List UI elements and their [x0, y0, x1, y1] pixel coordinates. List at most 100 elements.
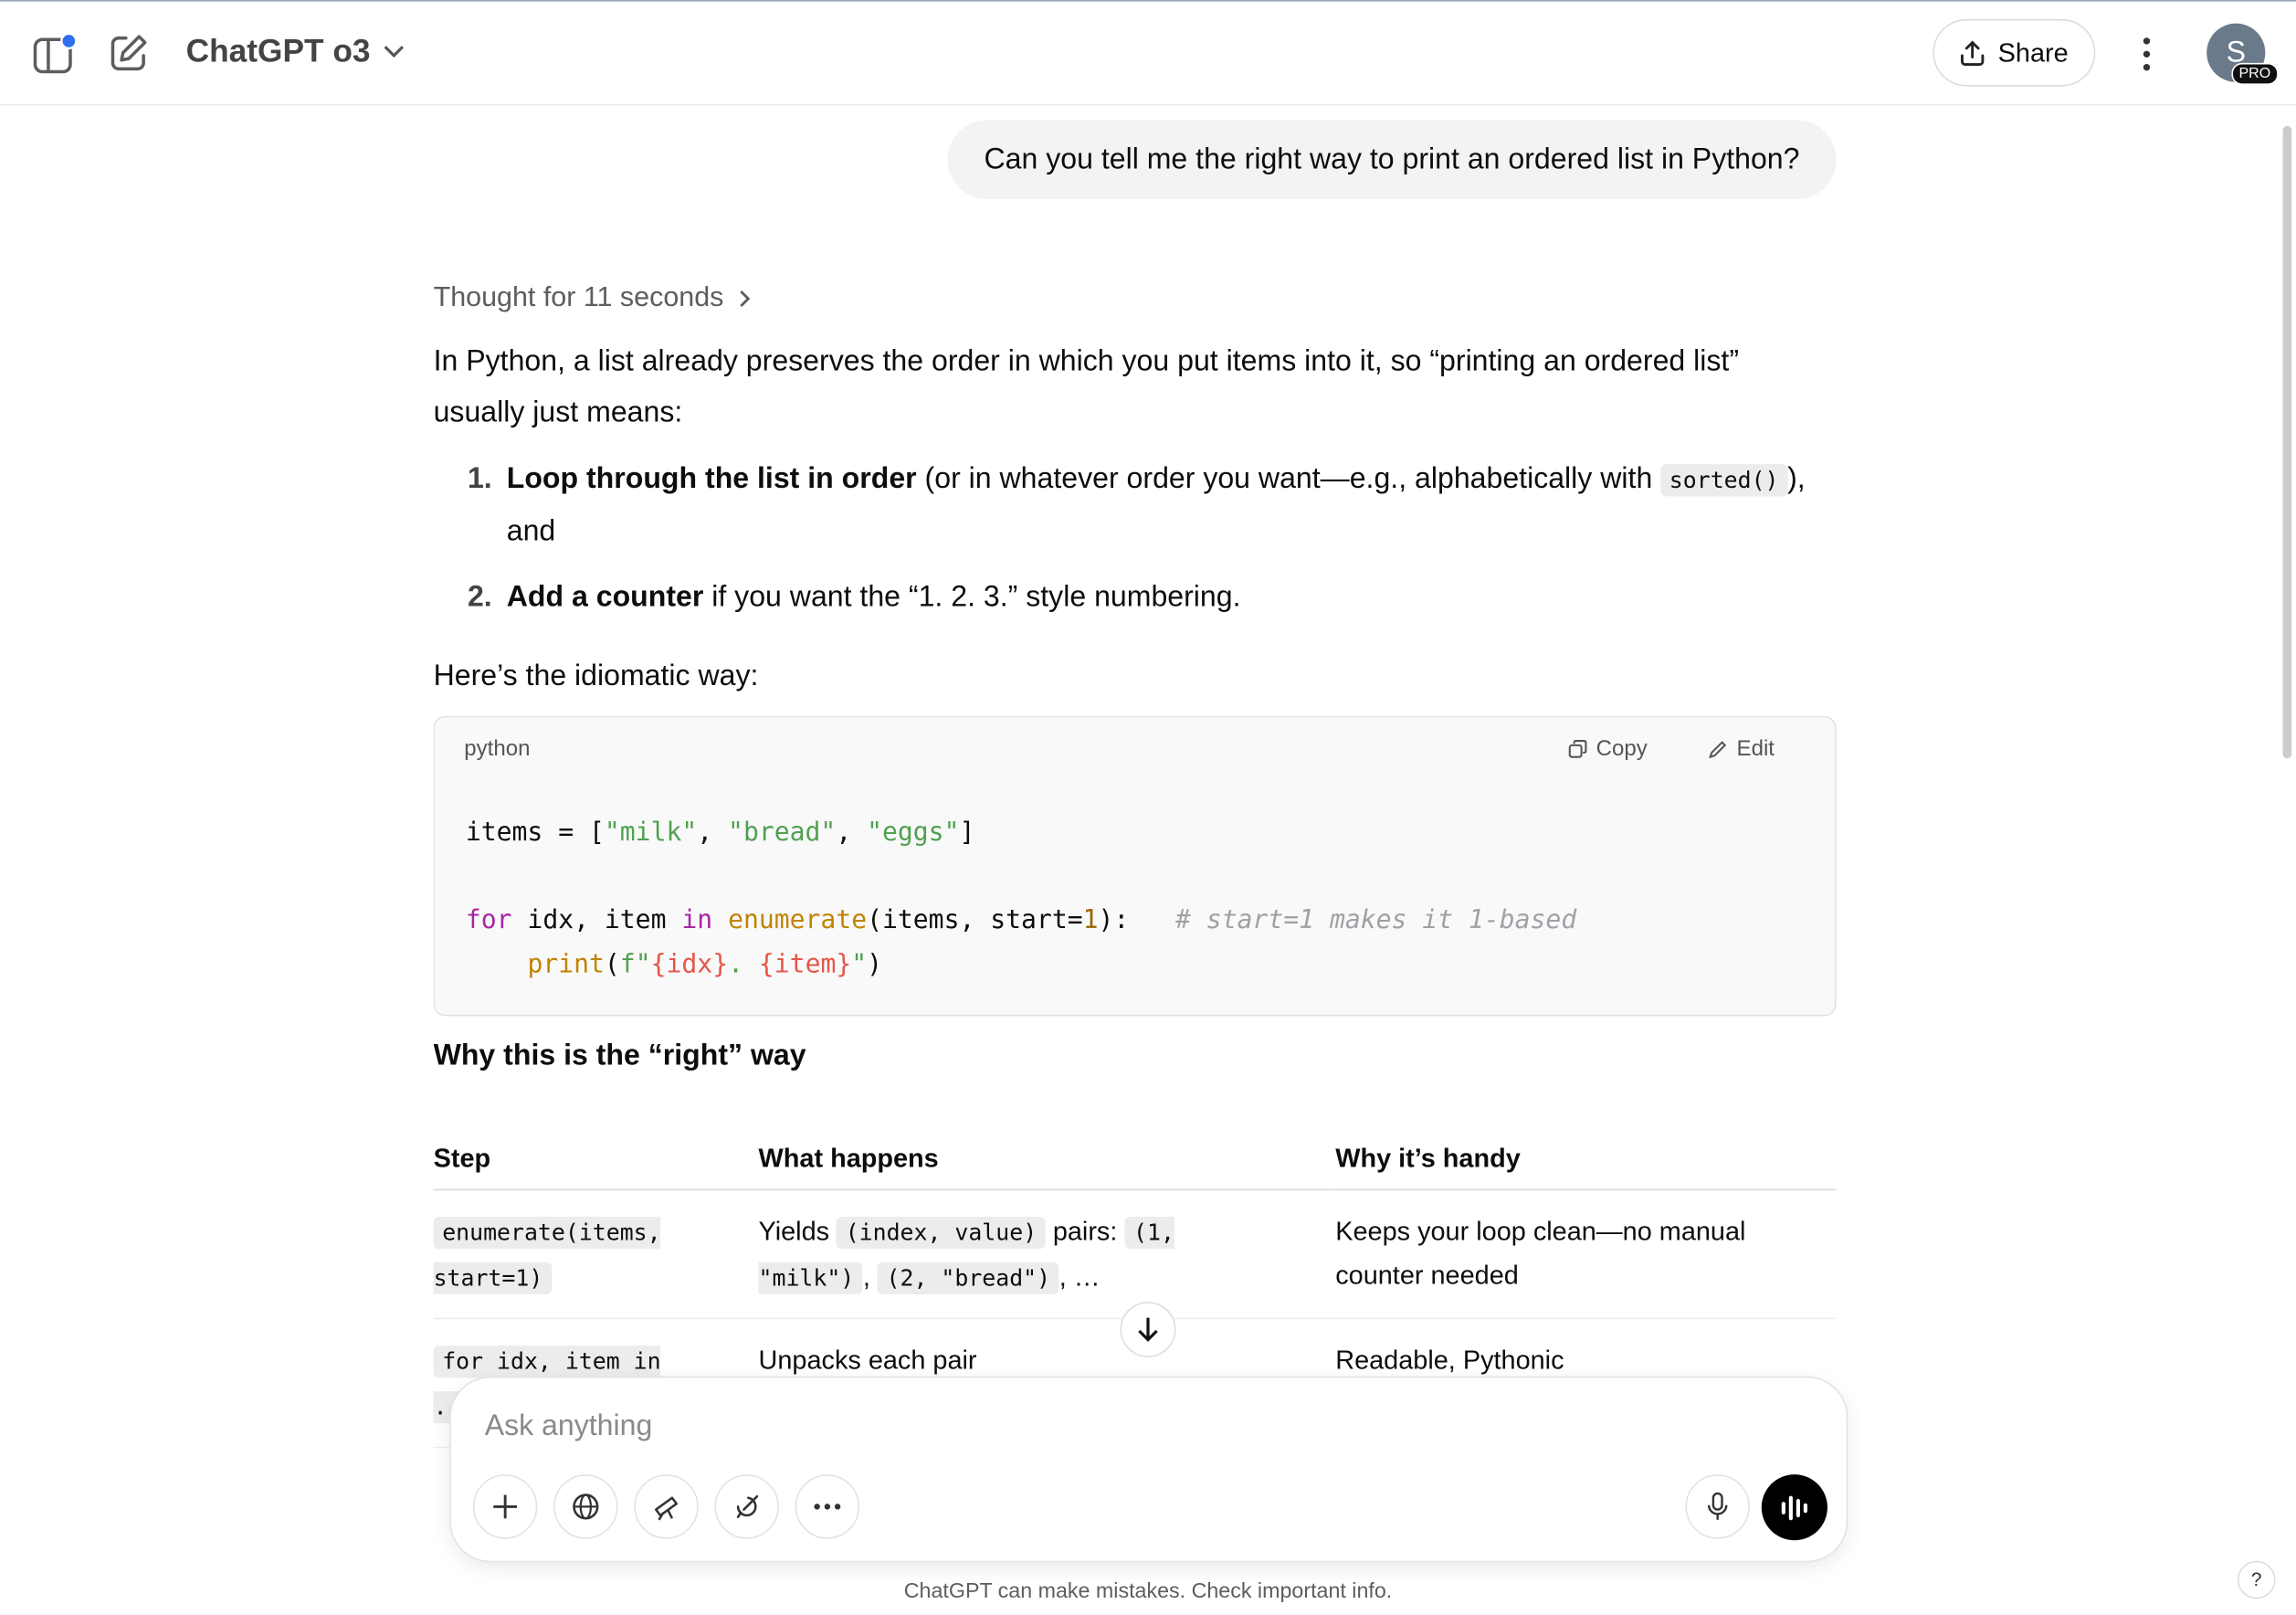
- header-border: [0, 103, 2296, 106]
- more-tools[interactable]: [795, 1474, 860, 1539]
- model-name: ChatGPT o3: [185, 32, 371, 69]
- paragraph: Here’s the idiomatic way:: [434, 651, 759, 702]
- text-run: if you want the “1. 2. 3.” style numberi…: [703, 581, 1241, 614]
- code-token: ):: [1098, 906, 1176, 936]
- edit-button[interactable]: Edit: [1709, 736, 1775, 762]
- text-run: Yields: [758, 1217, 837, 1247]
- code-lines: items = ["milk", "bread", "eggs"] for idx…: [466, 811, 1576, 987]
- brush-icon: [736, 1494, 759, 1518]
- text-run: Keeps your loop clean—no manual counter …: [1335, 1217, 1746, 1291]
- user-message: Can you tell me the right way to print a…: [947, 120, 1837, 199]
- code-language: python: [464, 736, 531, 762]
- copy-label: Copy: [1596, 736, 1648, 762]
- text-run: Here’s the idiomatic way:: [433, 660, 759, 693]
- table-cell: enumerate(items, start=1): [433, 1189, 759, 1318]
- list-text: Add a counter if you want the “1. 2. 3.”…: [492, 573, 1241, 624]
- code-token: enumerate: [728, 906, 868, 936]
- table-cell: Yields (index, value) pairs: (1, "milk")…: [758, 1189, 1336, 1318]
- model-selector[interactable]: ChatGPT o3: [186, 32, 405, 70]
- inline-code: (2, "bread"): [877, 1261, 1059, 1294]
- help-button[interactable]: ?: [2237, 1560, 2276, 1599]
- disclaimer: ChatGPT can make mistakes. Check importa…: [903, 1579, 1393, 1604]
- table-cell: Unpacks each pair: [759, 1318, 1336, 1447]
- code-token: {item}: [758, 950, 852, 980]
- inline-code: (index, value): [837, 1217, 1046, 1250]
- code-token: {idx}: [650, 950, 729, 980]
- more-menu[interactable]: [2132, 35, 2161, 73]
- column-header: Why it’s handy: [1335, 1143, 1521, 1173]
- code-token: [466, 950, 528, 979]
- code-line: items = ["milk", "bread", "eggs"]: [466, 811, 1576, 855]
- text-run: pairs:: [1045, 1217, 1125, 1247]
- table-row: enumerate(items, start=1) Yields (index, …: [433, 1189, 1837, 1319]
- dots-icon: [814, 1504, 841, 1510]
- code-token: .: [728, 950, 759, 980]
- paragraph: In Python, a list already preserves the …: [434, 337, 1810, 439]
- column-header: Step: [433, 1143, 491, 1173]
- code-token: idx, item: [511, 906, 682, 936]
- scrollbar: [2282, 125, 2292, 759]
- share-label: Share: [1997, 37, 2069, 67]
- column-header: What happens: [758, 1143, 939, 1173]
- code-token: (: [604, 950, 620, 980]
- composer: Ask anything: [449, 1376, 1848, 1563]
- code-token: ]: [959, 818, 975, 849]
- search-button[interactable]: [553, 1474, 618, 1539]
- share-button[interactable]: Share: [1933, 18, 2096, 87]
- voice-button[interactable]: [1761, 1474, 1827, 1541]
- code-token: "bread": [728, 818, 837, 849]
- section-heading: Why this is the “right” way: [433, 1040, 806, 1072]
- arrow-down: [1138, 1317, 1158, 1342]
- list-item: 2. Add a counter if you want the “1. 2. 3…: [434, 573, 1837, 624]
- code-block: python Copy Edit items = ["milk", "bread…: [433, 715, 1837, 1017]
- inline-code: enumerate(items, start=1): [433, 1217, 661, 1294]
- text-run: Unpacks each pair: [758, 1346, 977, 1376]
- table-header-row: Step What happens Why it’s handy: [433, 1136, 1837, 1190]
- thought-toggle[interactable]: Thought for 11 seconds: [434, 282, 753, 314]
- list-text: Loop through the list in order (or in wh…: [492, 454, 1837, 558]
- window-edge: [0, 0, 2296, 2]
- code-token: # start=1 makes it 1-based: [1175, 906, 1577, 936]
- text-run: ), and: [506, 462, 1806, 548]
- inline-code: sorted(): [1660, 464, 1788, 497]
- text-run: Loop through the list in order: [506, 462, 917, 495]
- code-token: ": [851, 950, 868, 980]
- code-token: ,: [697, 818, 729, 849]
- chevron: [384, 46, 404, 58]
- code-token: ,: [836, 818, 868, 849]
- chevron-right: [740, 290, 751, 308]
- composer-input[interactable]: Ask anything: [484, 1409, 653, 1442]
- code-line: for idx, item in enumerate(items, start=…: [466, 899, 1576, 943]
- tools-button[interactable]: [714, 1474, 779, 1539]
- text-run: Add a counter: [506, 581, 704, 614]
- code-token: items = [: [465, 818, 605, 849]
- pro-badge: PRO: [2231, 62, 2279, 85]
- code-line: print(f"{idx}. {item}"): [466, 943, 1576, 987]
- copy-icon: [1568, 740, 1587, 758]
- scroll-down[interactable]: [1120, 1301, 1176, 1357]
- mic-icon: [1707, 1492, 1728, 1520]
- text-run: ,: [862, 1261, 878, 1292]
- research-button[interactable]: [634, 1474, 699, 1539]
- code-token: 1: [1082, 906, 1099, 936]
- new-chat[interactable]: [109, 32, 150, 73]
- copy-button[interactable]: Copy: [1568, 736, 1648, 762]
- attach-button[interactable]: [472, 1474, 538, 1539]
- sidebar-toggle[interactable]: [32, 32, 79, 76]
- code-token: ): [867, 950, 883, 980]
- text-run: Readable, Pythonic: [1335, 1346, 1564, 1376]
- code-token: in: [681, 906, 713, 936]
- code-line: [466, 855, 1576, 899]
- code-token: f": [619, 950, 651, 980]
- text-run: In Python, a list already preserves the …: [433, 345, 1740, 429]
- avatar-initial: S: [2226, 36, 2246, 69]
- code-token: print: [527, 950, 605, 980]
- edit-label: Edit: [1736, 736, 1775, 762]
- list-number: 1.: [467, 462, 492, 495]
- list-item: 1. Loop through the list in order (or in …: [434, 454, 1837, 558]
- dictate-button[interactable]: [1685, 1474, 1750, 1539]
- telescope-icon: [655, 1496, 679, 1521]
- text-run: , …: [1058, 1261, 1101, 1292]
- table-cell: Readable, Pythonic: [1335, 1318, 1836, 1447]
